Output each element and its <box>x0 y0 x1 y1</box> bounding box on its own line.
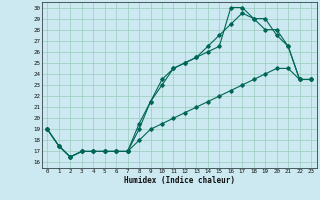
X-axis label: Humidex (Indice chaleur): Humidex (Indice chaleur) <box>124 176 235 184</box>
